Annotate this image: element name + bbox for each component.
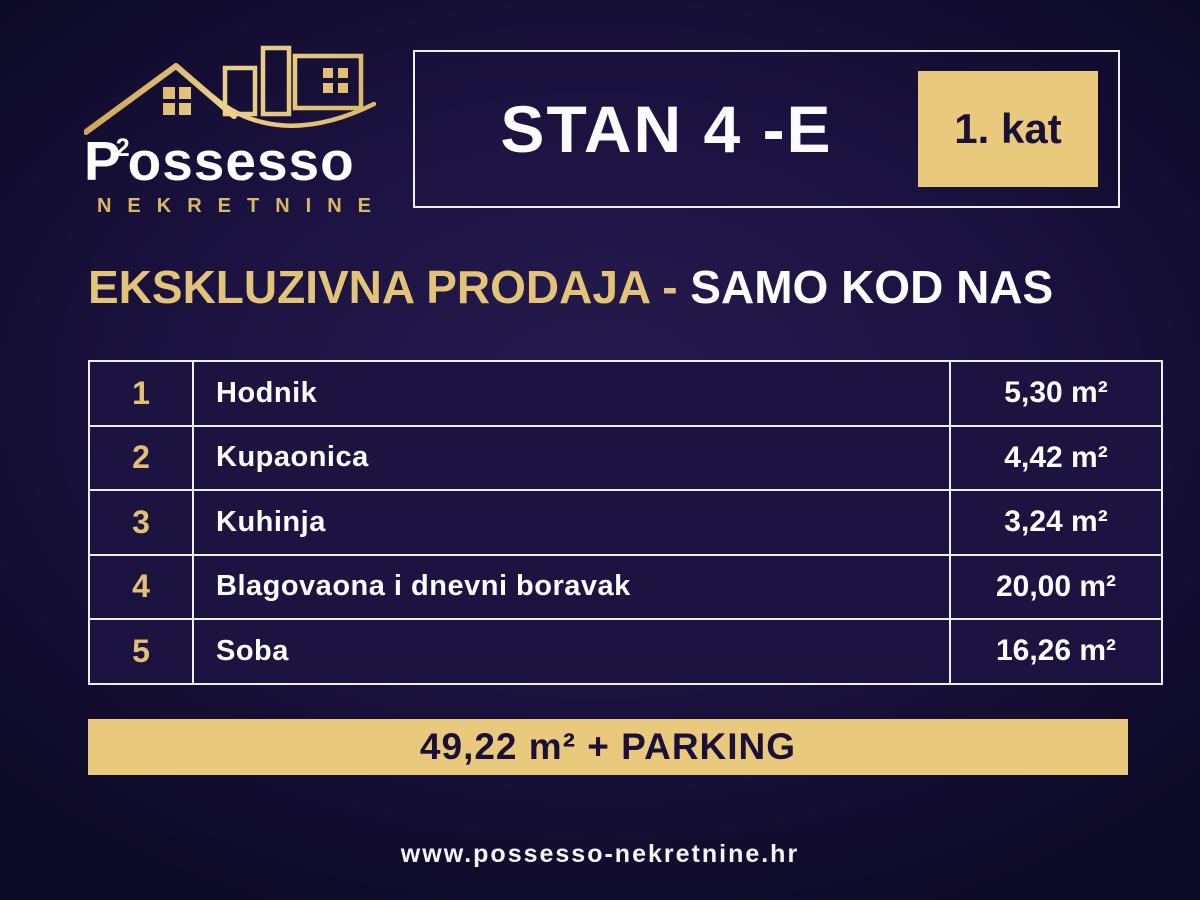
headline-gold: EKSKLUZIVNA PRODAJA - — [88, 261, 691, 313]
room-area: 16,26 m² — [949, 618, 1163, 685]
row-number: 2 — [88, 424, 194, 491]
row-number: 1 — [88, 360, 194, 427]
headline: EKSKLUZIVNA PRODAJA - SAMO KOD NAS — [88, 260, 1133, 314]
apartment-title: STAN 4 -E — [500, 92, 833, 166]
brand-superscript-2: 2 — [115, 134, 131, 162]
row-number: 3 — [88, 489, 194, 556]
row-number: 4 — [88, 553, 194, 620]
brand-wordmark: P2ossesso — [84, 134, 376, 189]
room-area: 4,42 m² — [949, 424, 1163, 491]
floor-badge: 1. kat — [918, 71, 1098, 187]
houses-skyline-icon — [84, 45, 376, 135]
room-name: Blagovaona i dnevni boravak — [192, 553, 951, 620]
headline-white: SAMO KOD NAS — [690, 261, 1054, 313]
brand-logo: P2ossesso NEKRETNINE — [84, 40, 376, 218]
website-url: www.possesso-nekretnine.hr — [400, 840, 800, 868]
table-row: 5 Soba 16,26 m² — [88, 618, 1163, 685]
table-row: 2 Kupaonica 4,42 m² — [88, 424, 1163, 491]
room-name: Hodnik — [192, 360, 951, 427]
row-number: 5 — [88, 618, 194, 685]
apartment-title-box: STAN 4 -E 1. kat — [413, 50, 1120, 208]
rooms-table: 1 Hodnik 5,30 m² 2 Kupaonica 4,42 m² 3 K… — [88, 360, 1163, 685]
room-name: Kuhinja — [192, 489, 951, 556]
brand-p: P — [84, 130, 122, 192]
table-row: 3 Kuhinja 3,24 m² — [88, 489, 1163, 556]
brand-subtitle: NEKRETNINE — [96, 195, 387, 217]
table-row: 4 Blagovaona i dnevni boravak 20,00 m² — [88, 553, 1163, 620]
room-name: Kupaonica — [192, 424, 951, 491]
room-name: Soba — [192, 618, 951, 685]
table-row: 1 Hodnik 5,30 m² — [88, 360, 1163, 427]
room-area: 20,00 m² — [949, 553, 1163, 620]
room-area: 5,30 m² — [949, 360, 1163, 427]
room-area: 3,24 m² — [949, 489, 1163, 556]
brand-rest: ossesso — [127, 130, 355, 192]
total-area-banner: 49,22 m² + PARKING — [88, 719, 1128, 775]
